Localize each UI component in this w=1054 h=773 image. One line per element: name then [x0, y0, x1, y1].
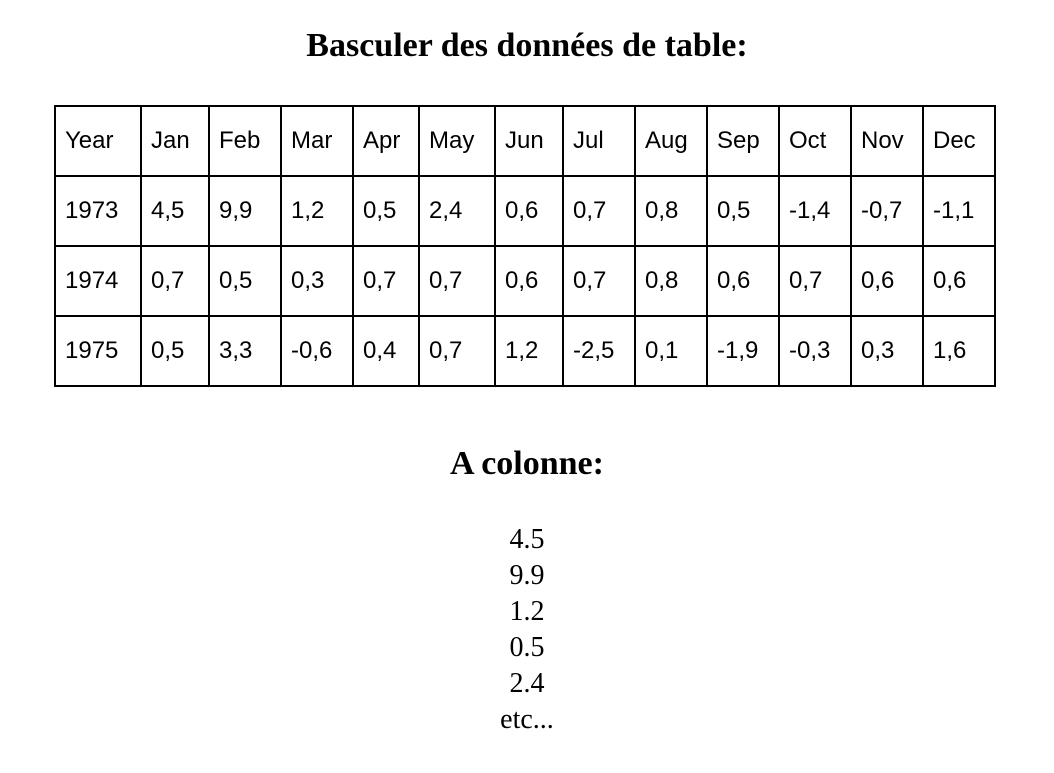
table-cell: 2,4: [418, 175, 496, 247]
table-cell: 0,3: [280, 245, 354, 317]
table-cell: -1,4: [778, 175, 852, 247]
table-cell: -1,1: [922, 175, 996, 247]
table-cell: 0,6: [850, 245, 924, 317]
table-header-cell: Dec: [922, 105, 996, 177]
table-cell: -0,6: [280, 315, 354, 387]
table-cell: 1,6: [922, 315, 996, 387]
table-header-cell: Feb: [208, 105, 282, 177]
table-cell: 0,7: [418, 315, 496, 387]
table-header-cell: Year: [54, 105, 142, 177]
column-value: 0.5: [509, 632, 545, 663]
table-header-cell: Mar: [280, 105, 354, 177]
table-header-cell: Jan: [140, 105, 210, 177]
table-cell: 0,8: [634, 245, 708, 317]
column-value: 9.9: [509, 560, 545, 591]
column-values-list: 4.5 9.9 1.2 0.5 2.4 etc...: [0, 522, 1054, 738]
table-cell: 0,5: [208, 245, 282, 317]
table-header-cell: May: [418, 105, 496, 177]
table-cell: 9,9: [208, 175, 282, 247]
table-cell: 0,6: [494, 245, 564, 317]
table-cell: 0,1: [634, 315, 708, 387]
table-cell: 0,5: [352, 175, 420, 247]
table-cell: 0,7: [352, 245, 420, 317]
table-header-cell: Jul: [562, 105, 636, 177]
table-header-cell: Oct: [778, 105, 852, 177]
table-cell: 3,3: [208, 315, 282, 387]
table-cell: 1,2: [494, 315, 564, 387]
table-header-cell: Aug: [634, 105, 708, 177]
table-cell: 0,7: [778, 245, 852, 317]
table-cell: -0,7: [850, 175, 924, 247]
table-header-cell: Sep: [706, 105, 780, 177]
data-table: Year Jan Feb Mar Apr May Jun Jul Aug Sep Oct Nov Dec…: [54, 105, 996, 387]
section-subtitle: A colonne:: [450, 445, 604, 482]
table-cell: -0,3: [778, 315, 852, 387]
table-header-cell: Nov: [850, 105, 924, 177]
table-header-cell: Apr: [352, 105, 420, 177]
table-cell: 0,5: [706, 175, 780, 247]
column-value: 2.4: [509, 668, 545, 699]
table-cell: 0,4: [352, 315, 420, 387]
table-cell: 1973: [54, 175, 142, 247]
column-value: 4.5: [509, 524, 545, 555]
table-cell: 0,6: [494, 175, 564, 247]
table-cell: 1,2: [280, 175, 354, 247]
page-title: Basculer des données de table:: [306, 27, 748, 64]
table-cell: -2,5: [562, 315, 636, 387]
table-cell: 0,7: [562, 175, 636, 247]
table-cell: -1,9: [706, 315, 780, 387]
table-cell: 0,7: [140, 245, 210, 317]
table-cell: 0,8: [634, 175, 708, 247]
table-row: 1975 0,5 3,3 -0,6 0,4 0,7 1,2 -2,5 0,1 -1,9 -0,3 0,…: [54, 315, 996, 387]
column-value: 1.2: [509, 596, 545, 627]
table-row: 1974 0,7 0,5 0,3 0,7 0,7 0,6 0,7 0,8 0,6 0,7 0,6 0,6: [54, 245, 996, 317]
table-cell: 0,5: [140, 315, 210, 387]
table-cell: 0,7: [562, 245, 636, 317]
table-header-cell: Jun: [494, 105, 564, 177]
table-header-row: Year Jan Feb Mar Apr May Jun Jul Aug Sep Oct Nov Dec: [54, 105, 996, 177]
table-row: 1973 4,5 9,9 1,2 0,5 2,4 0,6 0,7 0,8 0,5 -1,4 -0,7-…: [54, 175, 996, 247]
table-cell: 0,7: [418, 245, 496, 317]
column-value: etc...: [500, 704, 554, 735]
table-cell: 0,6: [922, 245, 996, 317]
table-cell: 1975: [54, 315, 142, 387]
table-cell: 0,3: [850, 315, 924, 387]
table-cell: 0,6: [706, 245, 780, 317]
table-cell: 4,5: [140, 175, 210, 247]
table-cell: 1974: [54, 245, 142, 317]
